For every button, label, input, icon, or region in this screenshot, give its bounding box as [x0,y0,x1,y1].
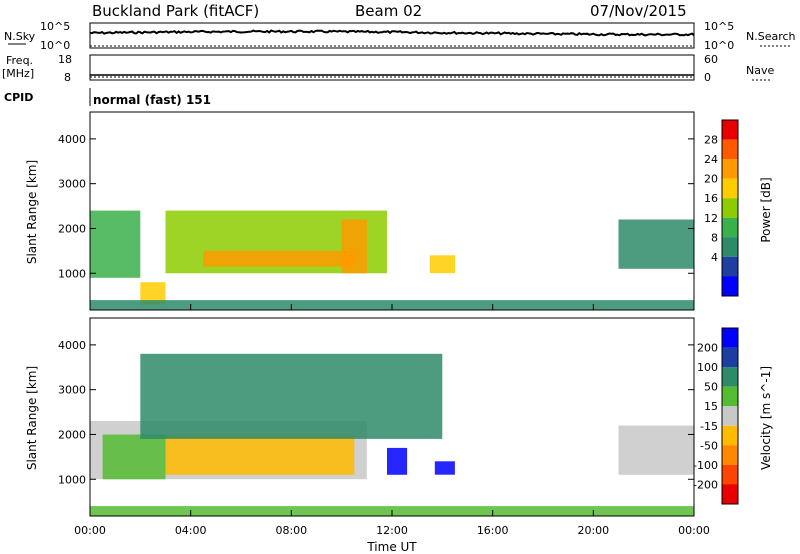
power-heatmap [90,210,694,310]
powerCells-region-0 [90,210,141,278]
nave-top-tick: 60 [704,53,718,66]
y-tick-label: 3000 [58,178,86,191]
y-tick-label: 2000 [58,428,86,441]
nave-label: Nave [746,64,774,77]
y-tick-label: 1000 [58,267,86,280]
nsearch-top-tick: 10^5 [704,20,734,33]
velBar-swatch [722,367,738,387]
velBar-swatch [722,328,738,348]
powerBar-swatch [722,178,738,199]
y-tick-label: 4000 [58,339,86,352]
y-tick-label: 4000 [58,133,86,146]
powerBar-tick: 16 [704,192,718,205]
velCells-region-3 [387,447,408,475]
power-colorbar: 28 24 20 16 12 8 4 [704,119,739,297]
velBar-swatch [722,386,738,407]
y-tick-label: 2000 [58,222,86,235]
powerBar-swatch [722,139,738,160]
velBar-tick: -200 [693,478,718,491]
x-axis-label: Time UT [366,540,417,554]
x-tick-label: 12:00 [376,524,408,537]
powerCells-region-3 [203,250,355,267]
powerBar-tick: 12 [704,212,718,225]
x-tick-label: 00:00 [678,524,710,537]
freq-panel: Freq. [MHz] 18 8 60 0 Nave [2,53,774,84]
nsky-panel: N.Sky 10^5 10^0 10^5 10^0 N.Search [4,20,796,52]
velBar-tick: 200 [697,342,718,355]
powerBar-swatch [722,159,738,179]
velBar-tick: -50 [700,439,718,452]
velBar-swatch [722,484,738,504]
x-axis: 00:00 04:00 08:00 12:00 16:00 20:00 00:00 [74,304,710,537]
powerBar-tick: 28 [704,134,718,147]
velBar-tick: 15 [704,400,718,413]
nsearch-label: N.Search [746,30,796,43]
velBar-frame [721,327,739,505]
velBar-swatch [722,445,738,465]
x-tick-label: 04:00 [175,524,207,537]
nsearch-bottom-tick: 10^0 [704,39,734,52]
powerBar-swatch [722,120,738,140]
nsky-bottom-tick: 10^0 [40,39,70,52]
velBar-swatch [722,425,738,446]
power-ylabel: Slant Range [km] [25,160,39,264]
powerCells-region-4 [341,219,367,274]
powerBar-tick: 8 [711,231,718,244]
power-colorbar-label: Power [dB] [759,177,773,242]
station-title: Buckland Park (fitACF) [92,2,259,20]
powerBar-tick: 24 [704,153,718,166]
cpid-value: normal (fast) 151 [93,93,211,107]
velCells-region-5 [140,353,443,439]
powerBar-tick: 4 [711,251,718,264]
velCells-region-4 [434,461,455,475]
velBar-tick: -15 [700,420,718,433]
velocity-y-axis: 1000 2000 3000 4000 [58,339,694,486]
power-y-axis: 1000 2000 3000 4000 [58,133,694,280]
velCells-region-6 [618,425,694,475]
y-tick-label: 1000 [58,473,86,486]
x-tick-label: 00:00 [74,524,106,537]
nsky-label: N.Sky [4,30,36,43]
velocity-heatmap [90,353,694,516]
velBar-swatch [722,464,738,485]
velCells-region-2 [165,434,355,475]
freq-label: Freq. [6,54,33,67]
velocity-ylabel: Slant Range [km] [25,366,39,470]
freq-top-tick: 18 [58,53,72,66]
x-tick-label: 08:00 [275,524,307,537]
cpid-panel: CPID normal (fast) 151 [4,88,211,107]
x-tick-label: 20:00 [577,524,609,537]
velBar-tick: -100 [693,459,718,472]
nave-bottom-tick: 0 [704,71,711,84]
powerCells-region-5 [429,255,455,274]
y-tick-label: 3000 [58,384,86,397]
velocity-colorbar: 200 100 50 15 -15 -50 -100 -200 [693,327,739,505]
date-title: 07/Nov/2015 [590,2,687,20]
freq-unit: [MHz] [2,67,34,80]
cpid-label: CPID [4,91,33,104]
beam-title: Beam 02 [355,2,422,20]
powerBar-swatch [722,237,738,257]
nsky-top-tick: 10^5 [40,20,70,33]
x-tick-label: 16:00 [477,524,509,537]
velBar-swatch [722,406,738,426]
velocity-panel: 1000 2000 3000 4000 Slant Range [km] [25,317,695,517]
nsky-trace [89,29,695,37]
powerBar-swatch [722,198,738,218]
velBar-swatch [722,347,738,368]
powerBar-swatch [722,256,738,277]
powerBar-swatch [722,217,738,238]
velocity-colorbar-label: Velocity [m s^-1] [759,366,773,470]
powerBar-frame [721,119,739,297]
freq-bottom-tick: 8 [64,71,71,84]
velBar-tick: 100 [697,361,718,374]
powerBar-swatch [722,276,738,296]
velCells-region-1 [102,434,166,480]
powerBar-tick: 20 [704,173,718,186]
powerCells-region-1 [140,282,166,305]
powerCells-region-6 [618,219,694,269]
power-panel: 1000 2000 3000 4000 Slant Range [km] [25,111,695,311]
velBar-tick: 50 [704,381,718,394]
